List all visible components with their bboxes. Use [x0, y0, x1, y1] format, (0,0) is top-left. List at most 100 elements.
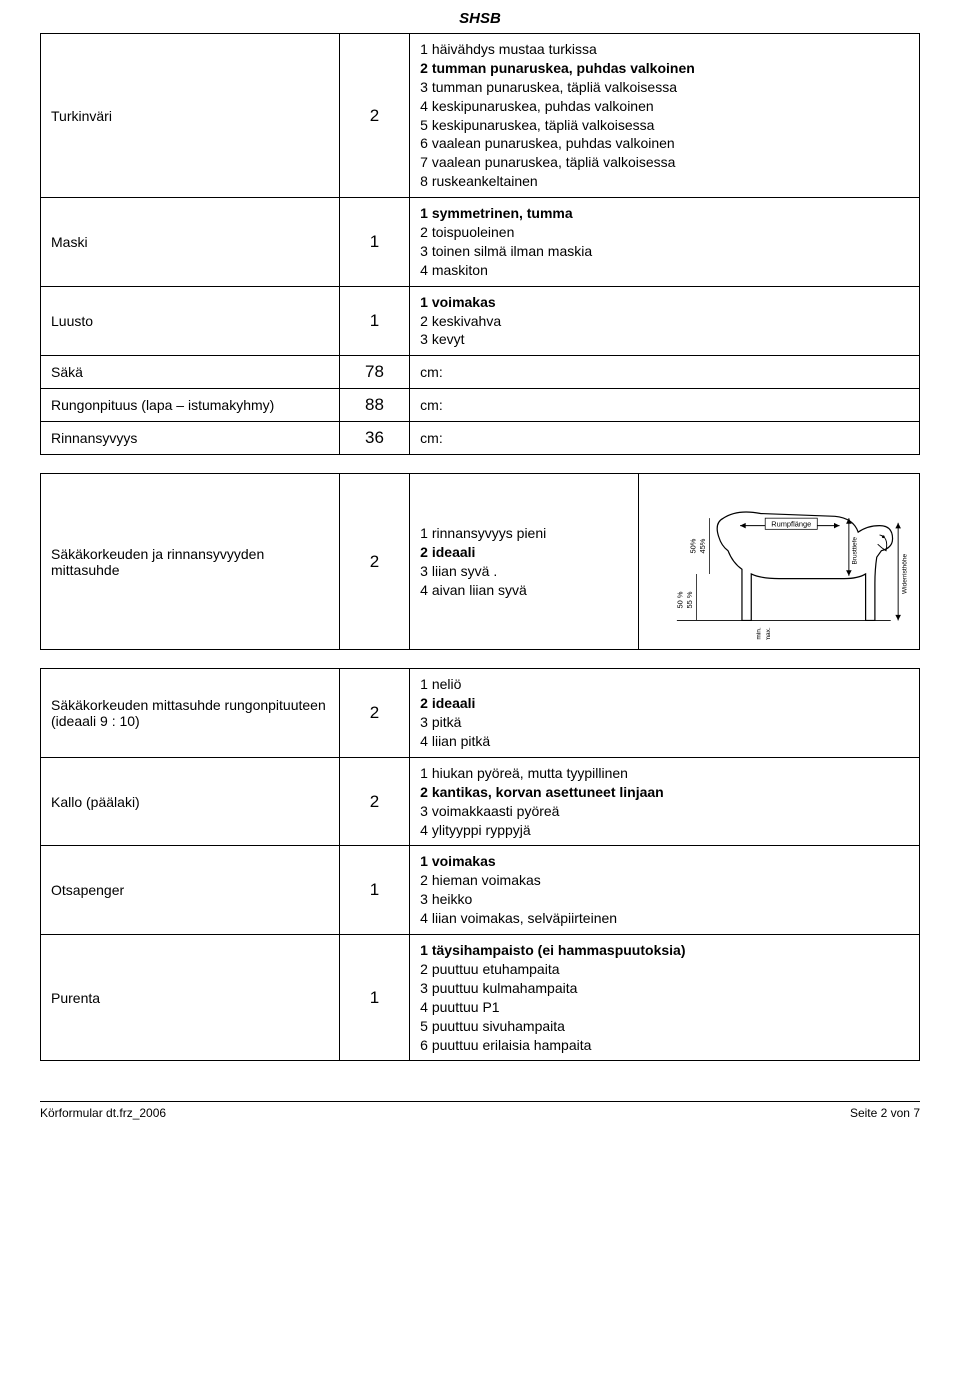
row-value: 88 — [339, 389, 409, 422]
option-line: 6 vaalean punaruskea, puhdas valkoinen — [420, 134, 909, 153]
dog-diagram: Rumpflänge Brusttiefe Widerristhöhe 50% … — [638, 474, 919, 650]
row-options: 1 voimakas2 keskivahva3 kevyt — [410, 286, 920, 356]
row-label: Kallo (päälaki) — [41, 757, 340, 846]
diagram-label-rumpf: Rumpflänge — [771, 520, 811, 529]
row-label: Säkäkorkeuden mittasuhde rungonpituuteen… — [41, 669, 340, 758]
row-value: 2 — [339, 757, 409, 846]
row-options: 1 neliö2 ideaali3 pitkä4 liian pitkä — [410, 669, 920, 758]
row-options: 1 symmetrinen, tumma2 toispuoleinen3 toi… — [410, 198, 920, 287]
option-line: 3 heikko — [420, 890, 909, 909]
option-line: 3 liian syvä . — [420, 562, 628, 581]
row-value: 1 — [339, 286, 409, 356]
option-line: 1 voimakas — [420, 852, 909, 871]
option-line: 3 tumman punaruskea, täpliä valkoisessa — [420, 78, 909, 97]
option-line: 2 hieman voimakas — [420, 871, 909, 890]
option-line: 2 kantikas, korvan asettuneet linjaan — [420, 783, 909, 802]
option-line: 1 neliö — [420, 675, 909, 694]
option-line: 1 täysihampaisto (ei hammaspuutoksia) — [420, 941, 909, 960]
row-label: Luusto — [41, 286, 340, 356]
option-line: 1 symmetrinen, tumma — [420, 204, 909, 223]
table-row: Kallo (päälaki)21 hiukan pyöreä, mutta t… — [41, 757, 920, 846]
table-block-2: Säkäkorkeuden ja rinnansyvyyden mittasuh… — [40, 473, 920, 650]
table-row: Turkinväri21 häivähdys mustaa turkissa2 … — [41, 34, 920, 198]
svg-text:min.: min. — [755, 627, 762, 639]
table-row: Otsapenger11 voimakas2 hieman voimakas3 … — [41, 846, 920, 935]
option-line: cm: — [420, 363, 909, 382]
option-line: 4 liian voimakas, selväpiirteinen — [420, 909, 909, 928]
option-line: 1 voimakas — [420, 293, 909, 312]
option-line: 4 liian pitkä — [420, 732, 909, 751]
option-line: cm: — [420, 396, 909, 415]
option-line: 4 keskipunaruskea, puhdas valkoinen — [420, 97, 909, 116]
svg-text:Widerristhöhe: Widerristhöhe — [901, 554, 908, 594]
option-line: 4 maskiton — [420, 261, 909, 280]
option-line: 2 ideaali — [420, 543, 628, 562]
row-value: 2 — [339, 34, 409, 198]
svg-text:max.: max. — [765, 627, 772, 640]
page-title: SHSB — [40, 10, 920, 27]
row-options: cm: — [410, 356, 920, 389]
table-row: Säkä78 cm: — [41, 356, 920, 389]
option-line: 7 vaalean punaruskea, täpliä valkoisessa — [420, 153, 909, 172]
option-line: 6 puuttuu erilaisia hampaita — [420, 1036, 909, 1055]
table-row: Rungonpituus (lapa – istumakyhmy)88 cm: — [41, 389, 920, 422]
row-label: Rinnansyvyys — [41, 422, 340, 455]
option-line: 2 toispuoleinen — [420, 223, 909, 242]
row-options: 1 täysihampaisto (ei hammaspuutoksia)2 p… — [410, 935, 920, 1061]
page-footer: Körformular dt.frz_2006 Seite 2 von 7 — [40, 1101, 920, 1120]
row-value: 2 — [339, 669, 409, 758]
option-line: 8 ruskeankeltainen — [420, 172, 909, 191]
row-value: 1 — [339, 935, 409, 1061]
option-line: 3 kevyt — [420, 330, 909, 349]
option-line: 2 keskivahva — [420, 312, 909, 331]
row-label: Säkäkorkeuden ja rinnansyvyyden mittasuh… — [41, 474, 340, 650]
svg-text:50 %: 50 % — [675, 591, 684, 608]
row-value: 1 — [339, 198, 409, 287]
row-options: 1 hiukan pyöreä, mutta tyypillinen2 kant… — [410, 757, 920, 846]
option-line: 2 tumman punaruskea, puhdas valkoinen — [420, 59, 909, 78]
option-line: 3 pitkä — [420, 713, 909, 732]
table-row: Rinnansyvyys36 cm: — [41, 422, 920, 455]
option-line: 1 häivähdys mustaa turkissa — [420, 40, 909, 59]
row-options: cm: — [410, 422, 920, 455]
table-row: Purenta11 täysihampaisto (ei hammaspuuto… — [41, 935, 920, 1061]
svg-text:55 %: 55 % — [684, 591, 693, 608]
option-line: 4 aivan liian syvä — [420, 581, 628, 600]
footer-right: Seite 2 von 7 — [850, 1106, 920, 1120]
table-block-3: Säkäkorkeuden mittasuhde rungonpituuteen… — [40, 668, 920, 1061]
row-options: 1 voimakas2 hieman voimakas3 heikko4 lii… — [410, 846, 920, 935]
footer-left: Körformular dt.frz_2006 — [40, 1106, 166, 1120]
option-line: cm: — [420, 429, 909, 448]
row-label: Otsapenger — [41, 846, 340, 935]
option-line: 1 rinnansyvyys pieni — [420, 524, 628, 543]
table-block-1: Turkinväri21 häivähdys mustaa turkissa2 … — [40, 33, 920, 455]
row-value: 36 — [339, 422, 409, 455]
option-line: 4 puuttuu P1 — [420, 998, 909, 1017]
option-line: 3 puuttuu kulmahampaita — [420, 979, 909, 998]
option-line: 4 ylityyppi ryppyjä — [420, 821, 909, 840]
table-row: Luusto11 voimakas2 keskivahva3 kevyt — [41, 286, 920, 356]
row-options: cm: — [410, 389, 920, 422]
row-value: 78 — [339, 356, 409, 389]
option-line: 3 voimakkaasti pyöreä — [420, 802, 909, 821]
row-label: Purenta — [41, 935, 340, 1061]
row-options: 1 häivähdys mustaa turkissa2 tumman puna… — [410, 34, 920, 198]
option-line: 3 toinen silmä ilman maskia — [420, 242, 909, 261]
row-label: Rungonpituus (lapa – istumakyhmy) — [41, 389, 340, 422]
row-value: 1 — [339, 846, 409, 935]
option-line: 1 hiukan pyöreä, mutta tyypillinen — [420, 764, 909, 783]
svg-text:Brusttiefe: Brusttiefe — [851, 537, 858, 565]
row-label: Maski — [41, 198, 340, 287]
option-line: 2 puuttuu etuhampaita — [420, 960, 909, 979]
svg-text:45%: 45% — [697, 539, 706, 554]
option-line: 5 keskipunaruskea, täpliä valkoisessa — [420, 116, 909, 135]
row-label: Säkä — [41, 356, 340, 389]
svg-text:50%: 50% — [688, 539, 697, 554]
option-line: 5 puuttuu sivuhampaita — [420, 1017, 909, 1036]
row-value: 2 — [339, 474, 409, 650]
option-line: 2 ideaali — [420, 694, 909, 713]
table-row: Säkäkorkeuden mittasuhde rungonpituuteen… — [41, 669, 920, 758]
row-label: Turkinväri — [41, 34, 340, 198]
row-options: 1 rinnansyvyys pieni2 ideaali3 liian syv… — [410, 474, 639, 650]
table-row: Maski11 symmetrinen, tumma2 toispuoleine… — [41, 198, 920, 287]
